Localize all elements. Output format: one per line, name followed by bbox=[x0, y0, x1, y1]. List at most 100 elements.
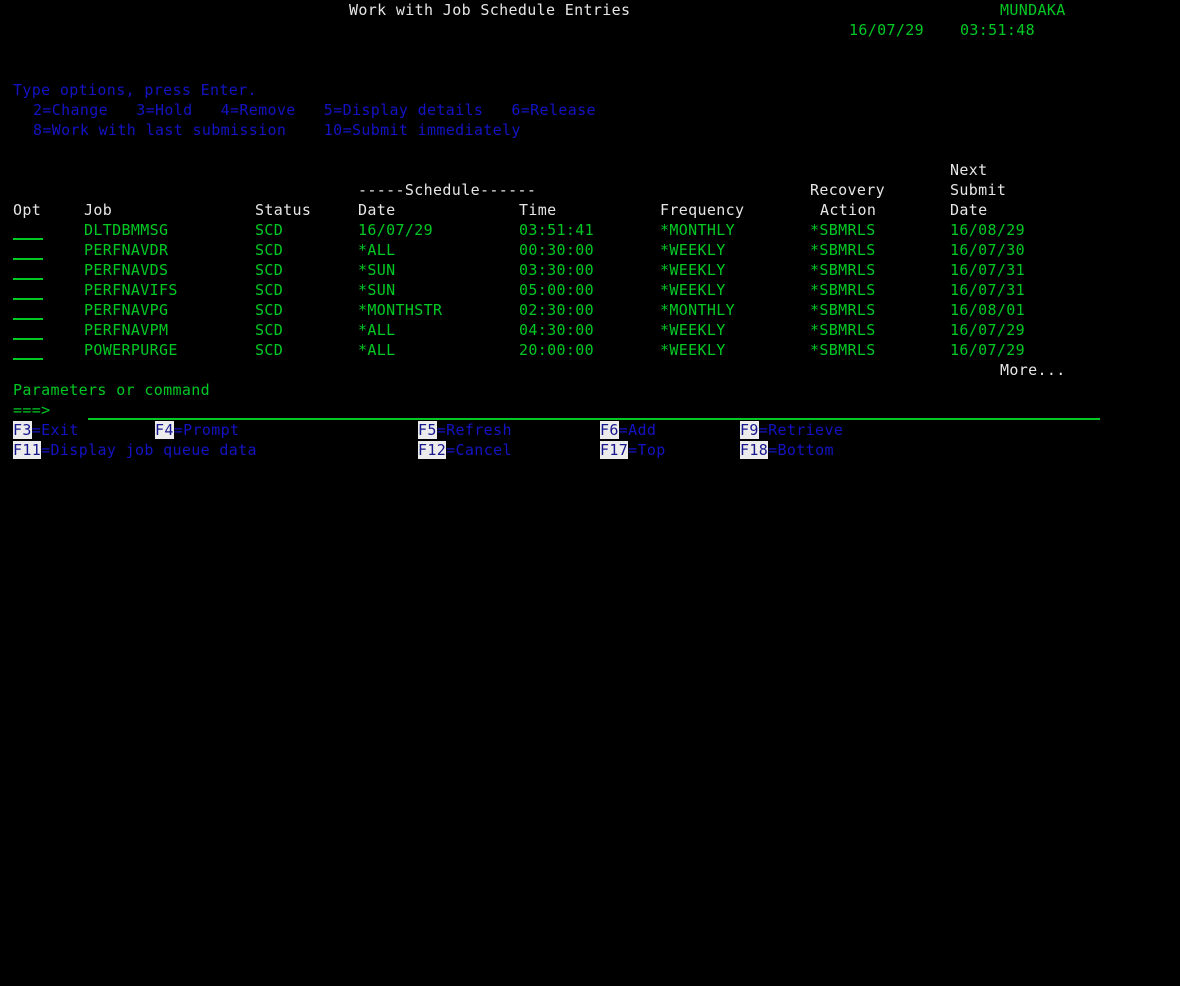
function-key-f18-badge: F18 bbox=[740, 441, 769, 459]
column-header-next: Next bbox=[950, 161, 988, 179]
column-header-job: Job bbox=[84, 201, 113, 219]
recovery-action: *SBMRLS bbox=[810, 241, 876, 259]
job-name: PERFNAVPG bbox=[84, 301, 169, 319]
column-header-frequency: Frequency bbox=[660, 201, 745, 219]
function-key-f17[interactable]: F17=Top bbox=[600, 440, 666, 460]
instruction-options-line-1: 2=Change 3=Hold 4=Remove 5=Display detai… bbox=[33, 101, 596, 119]
function-key-f9-label: Retrieve bbox=[768, 421, 844, 439]
opt-input[interactable] bbox=[13, 240, 44, 260]
next-submit-date: 16/08/29 bbox=[950, 221, 1026, 239]
function-key-separator: = bbox=[628, 441, 638, 459]
frequency: *WEEKLY bbox=[660, 281, 726, 299]
recovery-action: *SBMRLS bbox=[810, 321, 876, 339]
column-header-schedule-group: -----Schedule------ bbox=[358, 181, 537, 199]
next-submit-date: 16/07/31 bbox=[950, 261, 1026, 279]
schedule-date: 16/07/29 bbox=[358, 221, 434, 239]
function-key-f18[interactable]: F18=Bottom bbox=[740, 440, 834, 460]
function-key-f5-label: Refresh bbox=[446, 421, 512, 439]
column-header-opt: Opt bbox=[13, 201, 42, 219]
column-header-recovery: Recovery bbox=[810, 181, 886, 199]
recovery-action: *SBMRLS bbox=[810, 341, 876, 359]
function-key-f4[interactable]: F4=Prompt bbox=[155, 420, 239, 440]
column-header-action: Action bbox=[820, 201, 877, 219]
function-key-f3-badge: F3 bbox=[13, 421, 32, 439]
opt-input[interactable] bbox=[13, 280, 44, 300]
function-key-f12[interactable]: F12=Cancel bbox=[418, 440, 512, 460]
function-key-f11-label: Display job queue data bbox=[50, 441, 257, 459]
function-key-f12-badge: F12 bbox=[418, 441, 447, 459]
frequency: *WEEKLY bbox=[660, 321, 726, 339]
next-submit-date: 16/07/30 bbox=[950, 241, 1026, 259]
recovery-action: *SBMRLS bbox=[810, 281, 876, 299]
schedule-time: 03:30:00 bbox=[519, 261, 595, 279]
function-key-f4-label: Prompt bbox=[183, 421, 240, 439]
command-input[interactable] bbox=[90, 400, 1100, 420]
function-key-f5[interactable]: F5=Refresh bbox=[418, 420, 512, 440]
function-key-separator: = bbox=[173, 421, 184, 439]
schedule-date: *ALL bbox=[358, 321, 396, 339]
frequency: *MONTHLY bbox=[660, 301, 736, 319]
schedule-time: 20:00:00 bbox=[519, 341, 595, 359]
frequency: *WEEKLY bbox=[660, 241, 726, 259]
function-key-f11[interactable]: F11=Display job queue data bbox=[13, 440, 257, 460]
function-key-f11-badge: F11 bbox=[13, 441, 42, 459]
function-key-separator: = bbox=[436, 421, 447, 439]
function-key-separator: = bbox=[41, 441, 51, 459]
opt-input[interactable] bbox=[13, 260, 44, 280]
column-header-status: Status bbox=[255, 201, 312, 219]
frequency: *WEEKLY bbox=[660, 261, 726, 279]
opt-input[interactable] bbox=[13, 320, 44, 340]
system-date: 16/07/29 bbox=[849, 21, 925, 39]
function-key-f3-label: Exit bbox=[41, 421, 79, 439]
schedule-date: *SUN bbox=[358, 261, 396, 279]
schedule-date: *SUN bbox=[358, 281, 396, 299]
function-key-f18-label: Bottom bbox=[777, 441, 834, 459]
job-name: DLTDBMMSG bbox=[84, 221, 169, 239]
job-name: PERFNAVIFS bbox=[84, 281, 178, 299]
recovery-action: *SBMRLS bbox=[810, 301, 876, 319]
command-input-underline bbox=[88, 418, 1100, 420]
schedule-time: 02:30:00 bbox=[519, 301, 595, 319]
system-time: 03:51:48 bbox=[960, 21, 1036, 39]
instruction-options-line-2: 8=Work with last submission 10=Submit im… bbox=[33, 121, 521, 139]
schedule-time: 03:51:41 bbox=[519, 221, 595, 239]
function-key-f6[interactable]: F6=Add bbox=[600, 420, 656, 440]
job-name: POWERPURGE bbox=[84, 341, 178, 359]
next-submit-date: 16/08/01 bbox=[950, 301, 1026, 319]
function-key-f9[interactable]: F9=Retrieve bbox=[740, 420, 843, 440]
page-title: Work with Job Schedule Entries bbox=[349, 1, 631, 19]
schedule-time: 04:30:00 bbox=[519, 321, 595, 339]
next-submit-date: 16/07/31 bbox=[950, 281, 1026, 299]
schedule-time: 00:30:00 bbox=[519, 241, 595, 259]
column-header-submit: Submit bbox=[950, 181, 1007, 199]
next-submit-date: 16/07/29 bbox=[950, 321, 1026, 339]
function-key-f6-badge: F6 bbox=[600, 421, 619, 439]
opt-input[interactable] bbox=[13, 340, 44, 360]
function-key-separator: = bbox=[768, 441, 778, 459]
schedule-time: 05:00:00 bbox=[519, 281, 595, 299]
job-status: SCD bbox=[255, 321, 284, 339]
function-key-f9-badge: F9 bbox=[740, 421, 759, 439]
column-header-schedule-date: Date bbox=[358, 201, 396, 219]
schedule-date: *ALL bbox=[358, 341, 396, 359]
command-arrow: ===> bbox=[13, 401, 51, 419]
function-key-f4-badge: F4 bbox=[155, 421, 174, 439]
recovery-action: *SBMRLS bbox=[810, 261, 876, 279]
schedule-date: *MONTHSTR bbox=[358, 301, 443, 319]
command-label: Parameters or command bbox=[13, 381, 210, 399]
function-key-f6-label: Add bbox=[628, 421, 657, 439]
schedule-date: *ALL bbox=[358, 241, 396, 259]
opt-input[interactable] bbox=[13, 300, 44, 320]
function-key-separator: = bbox=[446, 441, 456, 459]
job-status: SCD bbox=[255, 301, 284, 319]
function-key-f3[interactable]: F3=Exit bbox=[13, 420, 79, 440]
opt-input[interactable] bbox=[13, 220, 44, 240]
column-header-next-submit-date: Date bbox=[950, 201, 988, 219]
frequency: *WEEKLY bbox=[660, 341, 726, 359]
function-key-separator: = bbox=[618, 421, 629, 439]
function-key-f17-label: Top bbox=[637, 441, 666, 459]
job-status: SCD bbox=[255, 341, 284, 359]
function-key-separator: = bbox=[758, 421, 769, 439]
job-status: SCD bbox=[255, 281, 284, 299]
recovery-action: *SBMRLS bbox=[810, 221, 876, 239]
